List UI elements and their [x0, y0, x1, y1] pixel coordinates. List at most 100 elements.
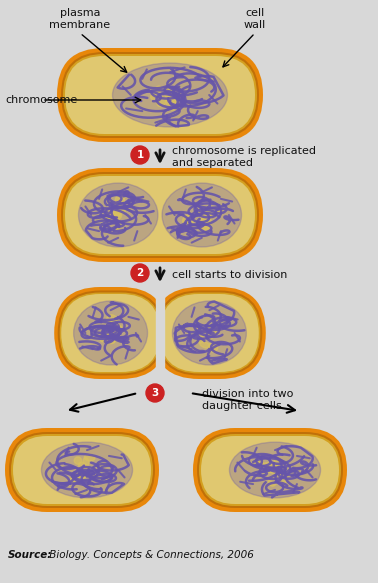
FancyBboxPatch shape [57, 168, 263, 262]
Text: chromosome: chromosome [5, 95, 77, 105]
FancyBboxPatch shape [201, 436, 339, 504]
Text: cell starts to division: cell starts to division [172, 270, 287, 280]
FancyBboxPatch shape [160, 294, 259, 372]
FancyBboxPatch shape [197, 432, 343, 508]
Ellipse shape [206, 330, 212, 336]
Ellipse shape [74, 301, 147, 365]
Ellipse shape [83, 458, 89, 467]
Ellipse shape [204, 210, 211, 220]
Ellipse shape [42, 442, 133, 498]
Ellipse shape [113, 325, 122, 333]
Ellipse shape [157, 97, 166, 107]
Ellipse shape [282, 472, 288, 478]
Ellipse shape [84, 454, 95, 461]
Ellipse shape [263, 463, 275, 473]
Ellipse shape [107, 330, 115, 336]
Ellipse shape [183, 215, 194, 226]
Ellipse shape [116, 207, 125, 213]
Text: chromosome is replicated
and separated: chromosome is replicated and separated [172, 146, 316, 168]
FancyBboxPatch shape [5, 428, 159, 512]
FancyBboxPatch shape [65, 56, 255, 134]
FancyBboxPatch shape [11, 434, 153, 506]
FancyBboxPatch shape [61, 294, 160, 372]
Circle shape [146, 384, 164, 402]
FancyBboxPatch shape [61, 52, 259, 138]
Ellipse shape [71, 476, 77, 482]
Ellipse shape [199, 211, 206, 222]
Text: 3: 3 [151, 388, 159, 398]
FancyBboxPatch shape [60, 293, 161, 374]
FancyBboxPatch shape [9, 432, 155, 508]
Ellipse shape [165, 90, 174, 99]
Ellipse shape [101, 336, 106, 342]
Ellipse shape [79, 468, 88, 479]
Ellipse shape [206, 212, 211, 220]
Circle shape [131, 146, 149, 164]
Ellipse shape [273, 463, 277, 472]
Text: Biology. Concepts & Connections, 2006: Biology. Concepts & Connections, 2006 [46, 550, 254, 560]
Ellipse shape [162, 183, 242, 247]
Ellipse shape [73, 474, 81, 484]
Ellipse shape [102, 331, 111, 340]
FancyBboxPatch shape [199, 434, 341, 506]
FancyBboxPatch shape [58, 290, 164, 375]
FancyBboxPatch shape [156, 290, 262, 375]
Ellipse shape [200, 223, 212, 231]
Circle shape [131, 264, 149, 282]
Ellipse shape [209, 342, 218, 352]
Ellipse shape [214, 324, 222, 332]
FancyBboxPatch shape [13, 436, 151, 504]
Ellipse shape [255, 459, 264, 467]
Text: plasma
membrane: plasma membrane [50, 8, 110, 30]
Ellipse shape [198, 336, 205, 343]
Ellipse shape [106, 315, 117, 326]
Ellipse shape [108, 335, 116, 343]
Ellipse shape [279, 474, 286, 483]
Ellipse shape [201, 222, 208, 233]
Ellipse shape [113, 63, 228, 127]
Ellipse shape [172, 301, 246, 365]
FancyBboxPatch shape [63, 174, 257, 256]
Ellipse shape [115, 219, 120, 230]
Ellipse shape [269, 477, 277, 486]
Ellipse shape [100, 463, 106, 468]
Ellipse shape [208, 326, 215, 332]
Bar [156, 292, 164, 374]
Ellipse shape [215, 206, 223, 216]
Ellipse shape [112, 203, 123, 216]
Ellipse shape [107, 215, 116, 222]
Text: 2: 2 [136, 268, 144, 278]
Ellipse shape [201, 215, 211, 224]
Ellipse shape [229, 442, 321, 498]
Ellipse shape [114, 205, 121, 217]
Text: 1: 1 [136, 150, 144, 160]
Ellipse shape [104, 339, 115, 343]
Ellipse shape [106, 329, 114, 336]
Ellipse shape [274, 458, 280, 465]
Text: cell
wall: cell wall [244, 8, 266, 30]
FancyBboxPatch shape [193, 428, 347, 512]
Ellipse shape [209, 327, 217, 335]
Ellipse shape [200, 342, 211, 348]
Ellipse shape [271, 466, 280, 474]
Ellipse shape [79, 183, 158, 247]
Ellipse shape [153, 86, 161, 97]
Ellipse shape [79, 462, 90, 474]
Ellipse shape [74, 457, 82, 464]
Ellipse shape [164, 89, 172, 96]
Ellipse shape [207, 331, 216, 339]
Ellipse shape [166, 92, 177, 110]
Ellipse shape [115, 211, 122, 219]
FancyBboxPatch shape [54, 287, 167, 379]
FancyBboxPatch shape [65, 176, 255, 254]
FancyBboxPatch shape [63, 54, 257, 136]
FancyBboxPatch shape [158, 293, 260, 374]
FancyBboxPatch shape [57, 48, 263, 142]
Text: Source:: Source: [8, 550, 53, 560]
Ellipse shape [115, 194, 124, 206]
Ellipse shape [105, 212, 116, 222]
Ellipse shape [166, 90, 181, 103]
FancyBboxPatch shape [61, 172, 259, 258]
FancyBboxPatch shape [153, 287, 266, 379]
Ellipse shape [150, 94, 159, 100]
